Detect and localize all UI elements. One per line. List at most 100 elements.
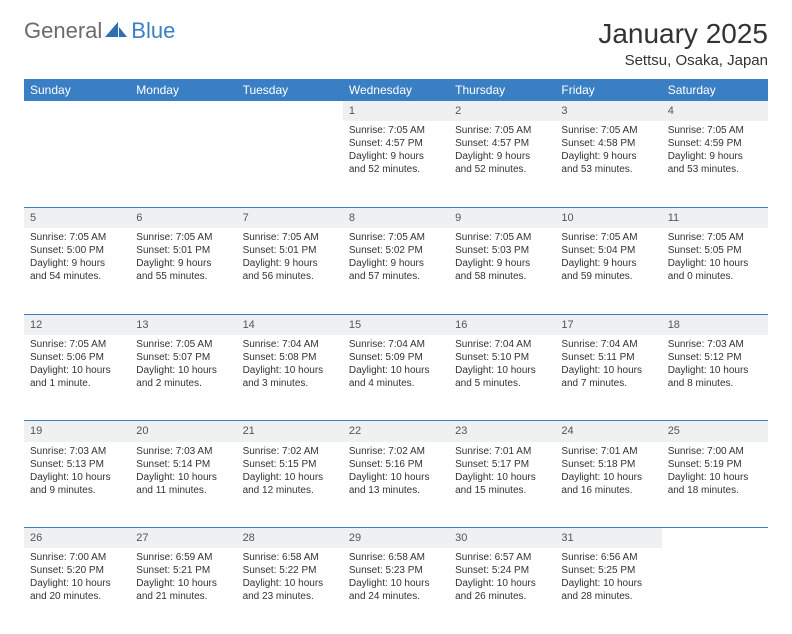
daylight2-text: and 21 minutes.	[136, 590, 230, 603]
sunset-text: Sunset: 5:04 PM	[561, 244, 655, 257]
day-number: 10	[555, 207, 661, 228]
daylight1-text: Daylight: 10 hours	[243, 364, 337, 377]
daylight1-text: Daylight: 9 hours	[349, 257, 443, 270]
day-number: 31	[555, 528, 661, 549]
sunrise-text: Sunrise: 7:05 AM	[455, 231, 549, 244]
day-cell: Sunrise: 7:05 AMSunset: 5:07 PMDaylight:…	[130, 335, 236, 421]
daylight2-text: and 55 minutes.	[136, 270, 230, 283]
sunrise-text: Sunrise: 7:02 AM	[243, 445, 337, 458]
sunset-text: Sunset: 5:15 PM	[243, 458, 337, 471]
daylight1-text: Daylight: 9 hours	[136, 257, 230, 270]
weekday-header: Tuesday	[237, 79, 343, 101]
daylight2-text: and 11 minutes.	[136, 484, 230, 497]
daylight1-text: Daylight: 9 hours	[668, 150, 762, 163]
day-number: 15	[343, 314, 449, 335]
day-cell: Sunrise: 7:04 AMSunset: 5:09 PMDaylight:…	[343, 335, 449, 421]
sunset-text: Sunset: 5:16 PM	[349, 458, 443, 471]
sunset-text: Sunset: 5:06 PM	[30, 351, 124, 364]
sunset-text: Sunset: 5:02 PM	[349, 244, 443, 257]
sunset-text: Sunset: 5:11 PM	[561, 351, 655, 364]
day-number: 26	[24, 528, 130, 549]
day-cell: Sunrise: 6:58 AMSunset: 5:23 PMDaylight:…	[343, 548, 449, 634]
day-cell	[24, 121, 130, 207]
sunset-text: Sunset: 5:09 PM	[349, 351, 443, 364]
sunset-text: Sunset: 5:01 PM	[136, 244, 230, 257]
day-number-row: 262728293031	[24, 528, 768, 549]
daylight2-text: and 5 minutes.	[455, 377, 549, 390]
day-detail-row: Sunrise: 7:05 AMSunset: 5:06 PM Daylight:…	[24, 335, 768, 421]
daylight2-text: and 12 minutes.	[243, 484, 337, 497]
daylight2-text: and 18 minutes.	[668, 484, 762, 497]
day-number: 27	[130, 528, 236, 549]
sunrise-text: Sunrise: 7:02 AM	[349, 445, 443, 458]
day-detail-row: Sunrise: 7:05 AMSunset: 4:57 PMDaylight:…	[24, 121, 768, 207]
sunset-text: Sunset: 5:21 PM	[136, 564, 230, 577]
day-cell: Sunrise: 7:05 AMSunset: 5:02 PMDaylight:…	[343, 228, 449, 314]
daylight1-text: Daylight: 10 hours	[455, 577, 549, 590]
sunset-text: Sunset: 5:03 PM	[455, 244, 549, 257]
day-cell: Sunrise: 7:02 AMSunset: 5:15 PMDaylight:…	[237, 442, 343, 528]
daylight1-text: Daylight: 9 hours	[455, 150, 549, 163]
sunrise-text: Sunrise: 7:05 AM	[30, 338, 124, 351]
daylight2-text: and 3 minutes.	[243, 377, 337, 390]
day-cell: Sunrise: 7:00 AMSunset: 5:19 PMDaylight:…	[662, 442, 768, 528]
day-number: 30	[449, 528, 555, 549]
daylight1-text: Daylight: 10 hours	[561, 577, 655, 590]
day-number	[662, 528, 768, 549]
daylight1-text: Daylight: 10 hours	[136, 364, 230, 377]
day-number: 7	[237, 207, 343, 228]
day-number: 5	[24, 207, 130, 228]
sunset-text: Sunset: 5:14 PM	[136, 458, 230, 471]
daylight1-text: Daylight: 10 hours	[136, 471, 230, 484]
day-number-row: 12131415161718	[24, 314, 768, 335]
day-detail-row: Sunrise: 7:05 AMSunset: 5:00 PMDaylight:…	[24, 228, 768, 314]
daylight1-text: Daylight: 10 hours	[349, 471, 443, 484]
sunset-text: Sunset: 5:08 PM	[243, 351, 337, 364]
daylight1-text: Daylight: 10 hours	[668, 257, 762, 270]
daylight2-text: and 57 minutes.	[349, 270, 443, 283]
day-number	[130, 101, 236, 121]
weekday-header: Friday	[555, 79, 661, 101]
daylight1-text: Daylight: 9 hours	[30, 257, 124, 270]
daylight2-text: and 56 minutes.	[243, 270, 337, 283]
day-cell: Sunrise: 7:05 AMSunset: 5:04 PMDaylight:…	[555, 228, 661, 314]
day-number: 22	[343, 421, 449, 442]
day-number: 16	[449, 314, 555, 335]
day-number: 21	[237, 421, 343, 442]
sunset-text: Sunset: 5:20 PM	[30, 564, 124, 577]
daylight1-text: Daylight: 10 hours	[455, 364, 549, 377]
daylight1-text: Daylight: 10 hours	[30, 577, 124, 590]
day-number: 12	[24, 314, 130, 335]
daylight2-text: and 20 minutes.	[30, 590, 124, 603]
daylight2-text: and 26 minutes.	[455, 590, 549, 603]
sunrise-text: Sunrise: 7:04 AM	[349, 338, 443, 351]
weekday-header-row: Sunday Monday Tuesday Wednesday Thursday…	[24, 79, 768, 101]
sunset-text: Sunset: 5:00 PM	[30, 244, 124, 257]
day-cell: Sunrise: 7:05 AMSunset: 5:01 PMDaylight:…	[237, 228, 343, 314]
daylight2-text: and 0 minutes.	[668, 270, 762, 283]
daylight1-text: Daylight: 10 hours	[136, 577, 230, 590]
daylight1-text: Daylight: 9 hours	[455, 257, 549, 270]
sunrise-text: Sunrise: 6:58 AM	[243, 551, 337, 564]
day-number: 6	[130, 207, 236, 228]
sunset-text: Sunset: 5:01 PM	[243, 244, 337, 257]
day-cell: Sunrise: 7:05 AMSunset: 5:03 PMDaylight:…	[449, 228, 555, 314]
location: Settsu, Osaka, Japan	[598, 52, 768, 69]
day-number: 19	[24, 421, 130, 442]
daylight1-text: Daylight: 10 hours	[243, 471, 337, 484]
sunrise-text: Sunrise: 7:00 AM	[30, 551, 124, 564]
sunrise-text: Sunrise: 7:03 AM	[136, 445, 230, 458]
daylight2-text: and 2 minutes.	[136, 377, 230, 390]
day-cell: Sunrise: 7:05 AMSunset: 5:00 PMDaylight:…	[24, 228, 130, 314]
daylight1-text: Daylight: 9 hours	[349, 150, 443, 163]
weekday-header: Wednesday	[343, 79, 449, 101]
logo-sail-icon	[105, 20, 127, 43]
day-cell: Sunrise: 7:04 AMSunset: 5:08 PMDaylight:…	[237, 335, 343, 421]
sunrise-text: Sunrise: 7:05 AM	[349, 231, 443, 244]
sunrise-text: Sunrise: 7:05 AM	[561, 231, 655, 244]
day-number: 14	[237, 314, 343, 335]
sunset-text: Sunset: 4:57 PM	[349, 137, 443, 150]
daylight2-text: and 8 minutes.	[668, 377, 762, 390]
daylight2-text: and 24 minutes.	[349, 590, 443, 603]
sunrise-text: Sunrise: 7:05 AM	[243, 231, 337, 244]
